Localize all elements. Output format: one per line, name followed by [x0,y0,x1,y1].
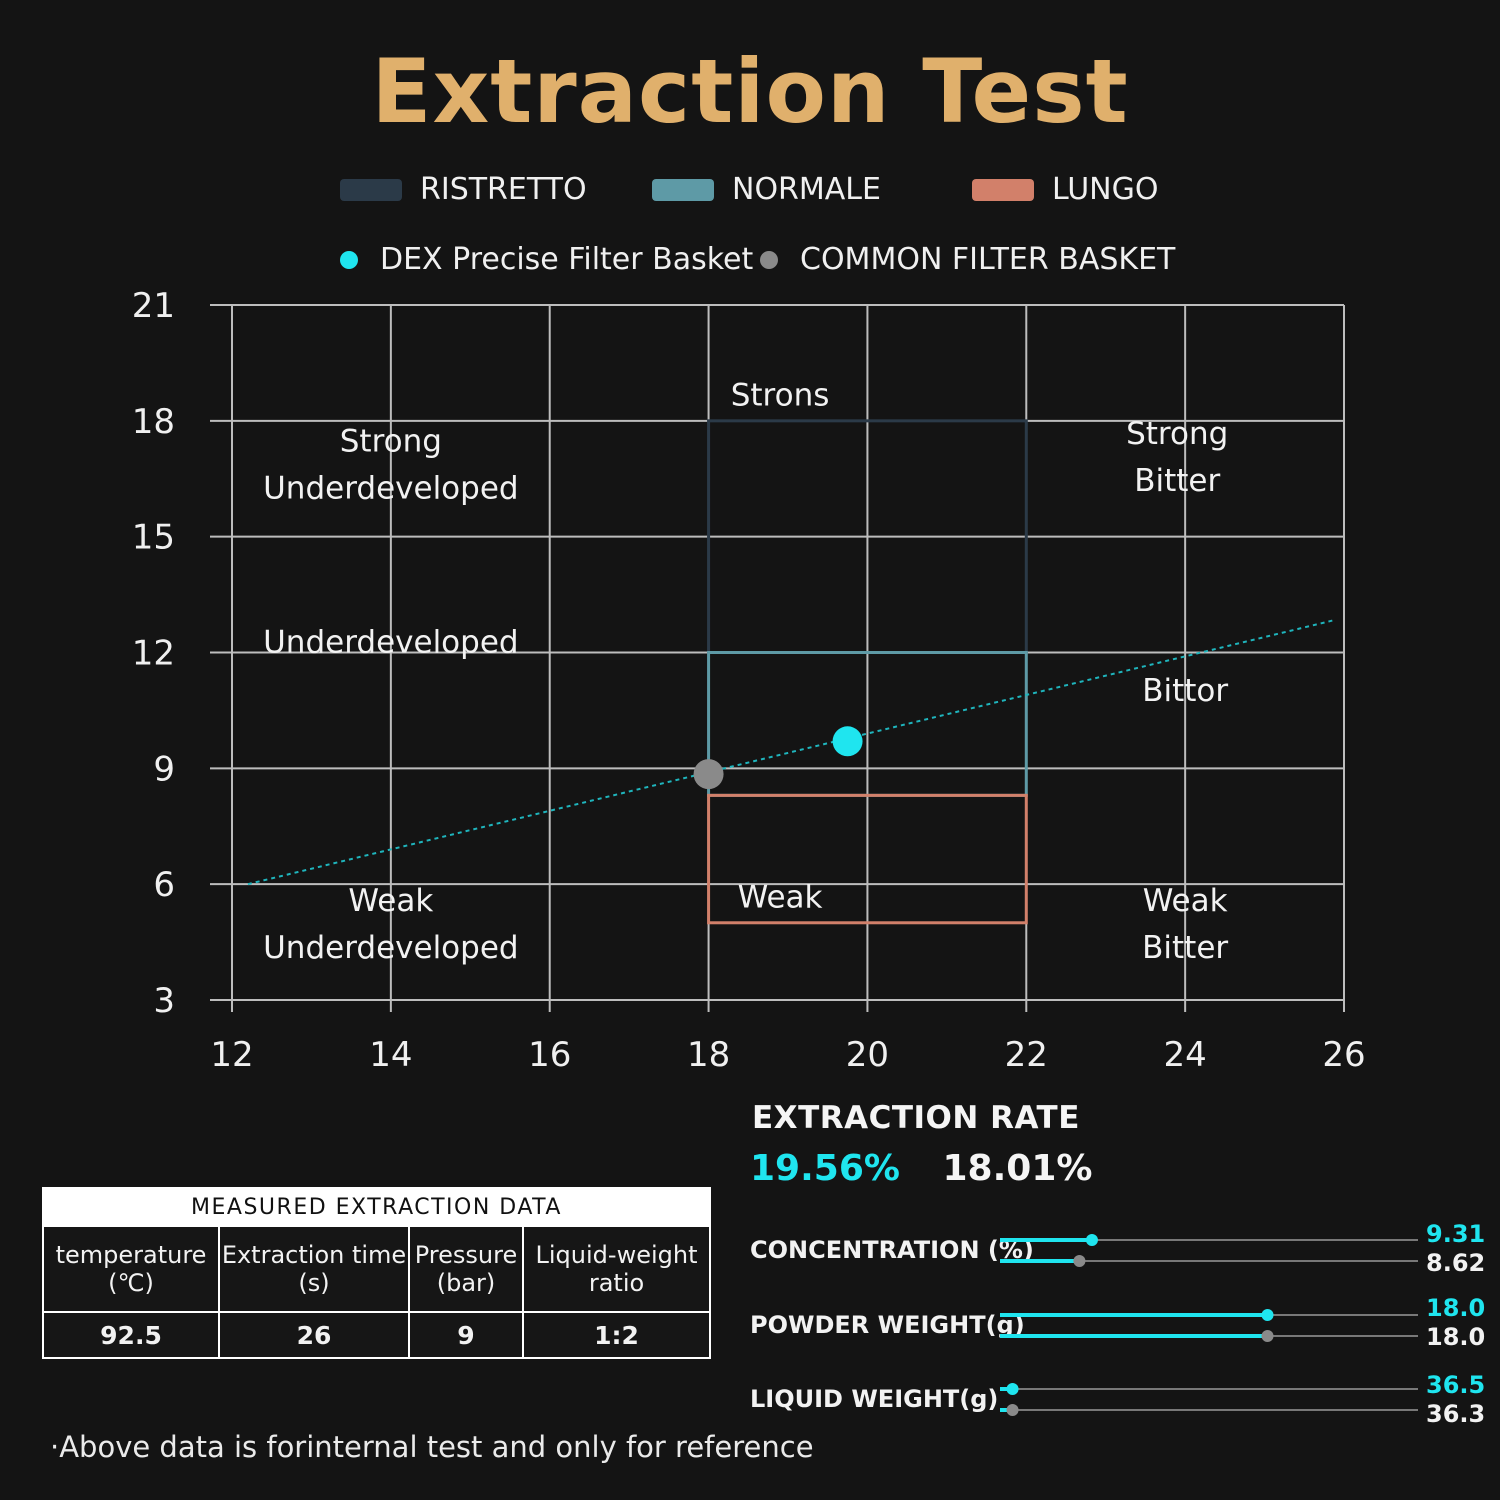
bar-knob-common [1073,1255,1086,1267]
header-line: Extraction time [221,1241,407,1269]
bar-value-dex: 9.31 [1426,1220,1486,1248]
bar-knob-dex [1006,1383,1019,1395]
x-tick-label: 26 [1322,1035,1365,1075]
extraction-rate-title: EXTRACTION RATE [752,1100,1080,1136]
value-temperature: 92.5 [42,1311,220,1359]
bar-label-liquid-weight: LIQUID WEIGHT(g) [750,1385,999,1413]
measured-data-table: MEASURED EXTRACTION DATA temperature (℃)… [42,1187,711,1359]
value-extraction-time: 26 [218,1311,410,1359]
region-label: Bittor [1142,673,1228,709]
region-label: Weak [1143,883,1228,919]
bar-knob-dex [1085,1234,1098,1246]
bar-value-common: 8.62 [1426,1249,1486,1277]
header-line: Liquid-weight [535,1241,698,1269]
x-tick-label: 20 [846,1035,889,1075]
region-label: Bitter [1134,463,1220,499]
bar-value-dex: 36.5 [1426,1371,1486,1399]
y-tick-label: 3 [153,981,175,1021]
region-label: Underdeveloped [263,930,518,966]
bar-knob-common [1261,1330,1274,1342]
y-tick-label: 15 [132,518,175,558]
y-tick-label: 9 [153,749,175,789]
y-tick-label: 21 [132,286,175,326]
region-label: Weak [348,883,433,919]
legend-item-common: COMMON FILTER BASKET [760,242,1175,277]
legend-dot-common [760,250,778,269]
data-point [693,759,724,790]
y-tick-label: 6 [153,865,175,905]
bar-label-concentration: CONCENTRATION (%) [750,1236,1034,1264]
y-tick-label: 18 [132,402,175,442]
header-unit: (bar) [436,1269,496,1297]
bar-value-common: 18.0 [1426,1323,1486,1351]
bar-knob-common [1006,1404,1019,1416]
x-tick-label: 22 [1005,1035,1048,1075]
legend-label: COMMON FILTER BASKET [800,242,1176,277]
region-label: Strons [731,377,830,413]
bar-label-powder-weight: POWDER WEIGHT(g) [750,1311,1025,1339]
extraction-chart: 12 14 16 18 20 22 24 26 21 18 15 12 9 6 3 Strong Underde… [132,286,1366,1075]
region-label: Underdeveloped [263,471,518,507]
x-tick-label: 12 [210,1035,253,1075]
bar-value-common: 36.3 [1426,1400,1486,1428]
legend-item-ristretto: RISTRETTO [340,172,652,207]
y-tick-label: 12 [132,634,175,674]
legend-swatch-normale [652,178,714,201]
legend-swatch-ristretto [340,178,402,201]
legend-dot-dex [340,250,358,269]
x-tick-label: 14 [369,1035,412,1075]
x-tick-label: 24 [1164,1035,1207,1075]
extraction-rate-common: 18.01% [942,1148,1093,1189]
region-label: Strong [1126,416,1228,452]
region-label: Weak [738,879,823,915]
legend-label: LUNGO [1052,172,1159,207]
value-ratio: 1:2 [522,1311,711,1359]
table-header-row: temperature (℃) Extraction time (s) Pres… [42,1225,711,1313]
region-label: Bitter [1142,930,1228,966]
header-line: temperature [55,1241,207,1269]
header-pressure: Pressure (bar) [408,1225,524,1313]
legend-label: NORMALE [732,172,881,207]
legend-item-normale: NORMALE [652,172,972,207]
header-ratio: Liquid-weight ratio [522,1225,711,1313]
legend-swatch-lungo [972,178,1034,201]
legend-item-lungo: LUNGO [972,172,1158,207]
data-point [832,726,863,757]
bar-value-dex: 18.0 [1426,1294,1486,1322]
header-unit: ratio [588,1269,645,1297]
value-pressure: 9 [408,1311,524,1359]
header-temperature: temperature (℃) [42,1225,220,1313]
zone-lungo [707,793,1028,925]
point-legend: DEX Precise Filter Basket COMMON FILTER … [340,242,1175,277]
legend-item-dex: DEX Precise Filter Basket [340,242,760,277]
legend-label: RISTRETTO [420,172,587,207]
legend-label: DEX Precise Filter Basket [380,242,754,277]
header-unit: (s) [298,1269,330,1297]
header-unit: (℃) [108,1269,154,1297]
region-label: Underdeveloped [263,625,518,661]
extraction-rate-values: 19.56% 18.01% [750,1148,1122,1189]
table-caption: MEASURED EXTRACTION DATA [42,1187,711,1227]
x-tick-label: 16 [528,1035,571,1075]
page-title: Extraction Test [371,40,1129,143]
zone-legend: RISTRETTO NORMALE LUNGO [340,172,1158,207]
header-extraction-time: Extraction time (s) [218,1225,410,1313]
x-tick-label: 18 [687,1035,730,1075]
footnote: ·Above data is forinternal test and only… [50,1430,814,1464]
table-value-row: 92.5 26 9 1:2 [42,1311,711,1359]
trend-line [247,618,1337,886]
bar-knob-dex [1261,1309,1274,1321]
region-label: Strong [340,424,442,460]
extraction-rate-dex: 19.56% [750,1148,900,1189]
header-line: Pressure [414,1241,518,1269]
